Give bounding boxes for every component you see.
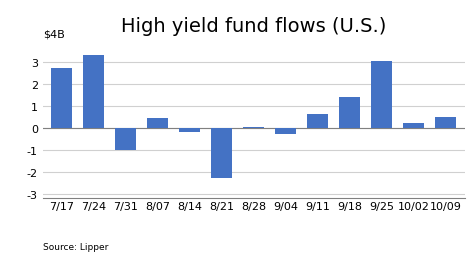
- Bar: [307, 115, 328, 128]
- Bar: [339, 98, 360, 128]
- Title: High yield fund flows (U.S.): High yield fund flows (U.S.): [121, 17, 386, 36]
- Bar: [115, 128, 136, 150]
- Bar: [211, 128, 232, 178]
- Bar: [52, 69, 72, 128]
- Bar: [275, 128, 296, 135]
- Bar: [403, 124, 424, 128]
- Bar: [435, 117, 456, 128]
- Bar: [243, 127, 264, 128]
- Bar: [147, 118, 168, 128]
- Bar: [371, 61, 392, 128]
- Bar: [83, 56, 104, 128]
- Text: $4B: $4B: [43, 29, 64, 39]
- Bar: [179, 128, 200, 133]
- Text: Source: Lipper: Source: Lipper: [43, 243, 108, 251]
